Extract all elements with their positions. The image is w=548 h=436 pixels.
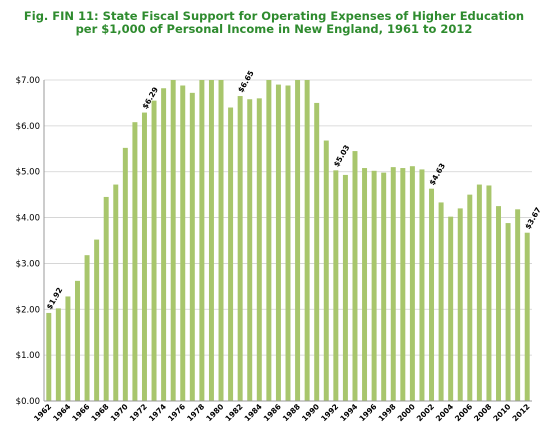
y-tick-label: $0.00 xyxy=(16,397,40,407)
bar xyxy=(314,102,320,401)
bar xyxy=(467,194,473,401)
bar xyxy=(342,174,348,401)
bar xyxy=(189,92,195,401)
bar xyxy=(515,209,521,401)
y-tick-label: $3.00 xyxy=(16,259,40,269)
bar xyxy=(505,223,511,401)
bar xyxy=(141,112,147,402)
bar xyxy=(199,80,205,401)
x-tick-label: 1970 xyxy=(109,402,130,423)
axis-layer: $0.00 $1.00 $2.00 $3.00 $4.00 $5.00 $6.00 $7.00… xyxy=(16,76,532,423)
x-tick-label: 1988 xyxy=(281,402,302,423)
bar xyxy=(409,166,415,401)
x-tick-label: 1976 xyxy=(166,402,187,423)
chart-title-line-2: per $1,000 of Personal Income in New Eng… xyxy=(75,22,473,36)
bar xyxy=(429,188,435,401)
bar xyxy=(180,85,186,401)
x-tick-label: 1968 xyxy=(89,402,110,423)
x-tick-label: 1972 xyxy=(128,402,149,423)
chart-title-line-1: Fig. FIN 11: State Fiscal Support for Op… xyxy=(23,9,525,23)
x-tick-label: 1974 xyxy=(147,402,168,423)
bar xyxy=(103,196,109,401)
bar xyxy=(362,168,368,401)
bar xyxy=(476,184,482,401)
y-tick-label: $6.00 xyxy=(16,122,40,132)
bar xyxy=(400,168,406,401)
bar xyxy=(161,88,167,402)
bar xyxy=(237,96,243,402)
y-tick-label: $2.00 xyxy=(16,305,40,315)
bar xyxy=(84,255,90,401)
bar xyxy=(75,280,80,401)
bar xyxy=(122,147,128,401)
data-label: $6.29 xyxy=(140,86,160,111)
x-tick-label: 2004 xyxy=(434,402,455,423)
x-tick-label: 1992 xyxy=(319,402,340,423)
x-tick-label: 1998 xyxy=(377,402,398,423)
x-tick-label: 1984 xyxy=(243,402,264,423)
data-label: $6.65 xyxy=(236,69,256,94)
x-tick-label: 1964 xyxy=(51,402,72,423)
bar xyxy=(304,80,310,401)
x-tick-label: 1990 xyxy=(300,402,321,423)
data-label: $5.03 xyxy=(332,143,352,168)
x-tick-label: 2012 xyxy=(511,402,532,423)
bar xyxy=(46,312,52,401)
bar xyxy=(170,80,176,401)
chart-title: Fig. FIN 11: State Fiscal Support for Op… xyxy=(0,10,548,36)
bar xyxy=(390,167,396,401)
bar xyxy=(247,99,253,401)
bar xyxy=(65,296,71,401)
bar xyxy=(151,100,157,401)
bar xyxy=(419,169,425,401)
x-tick-label: 1966 xyxy=(70,402,91,423)
bar xyxy=(55,308,61,401)
bar xyxy=(285,85,291,401)
x-tick-label: 2008 xyxy=(472,402,493,423)
bar xyxy=(275,84,281,401)
y-tick-label: $5.00 xyxy=(16,168,40,178)
bar xyxy=(218,80,224,401)
data-label: $1.92 xyxy=(45,286,65,311)
x-tick-label: 2006 xyxy=(453,402,474,423)
bar xyxy=(352,151,358,401)
bar xyxy=(256,98,262,401)
bar xyxy=(208,80,214,401)
bar xyxy=(94,239,100,401)
bar xyxy=(448,216,454,401)
data-label: $3.67 xyxy=(523,206,543,231)
y-tick-label: $1.00 xyxy=(16,351,40,361)
x-tick-label: 1996 xyxy=(357,402,378,423)
x-tick-label: 2000 xyxy=(396,402,417,423)
y-tick-label: $4.00 xyxy=(16,214,40,224)
bar xyxy=(524,232,530,401)
bar xyxy=(486,185,492,401)
bar xyxy=(496,206,501,401)
x-tick-label: 1978 xyxy=(185,402,206,423)
bar xyxy=(295,80,301,401)
bar xyxy=(323,140,329,401)
bar xyxy=(457,208,463,401)
bar xyxy=(113,184,119,401)
bar xyxy=(266,80,272,401)
bar xyxy=(371,170,377,401)
x-tick-label: 1986 xyxy=(262,402,283,423)
bar xyxy=(333,170,339,401)
bar xyxy=(381,172,387,401)
bar xyxy=(438,202,444,401)
x-tick-label: 1994 xyxy=(338,402,359,423)
bar xyxy=(132,122,138,401)
bar-layer xyxy=(46,80,530,402)
data-label: $4.63 xyxy=(427,162,447,187)
y-tick-label: $7.00 xyxy=(16,76,40,86)
bar xyxy=(228,107,234,401)
x-tick-label: 2002 xyxy=(415,402,436,423)
x-tick-label: 1982 xyxy=(223,402,244,423)
x-tick-label: 1980 xyxy=(204,402,225,423)
x-tick-label: 2010 xyxy=(491,402,512,423)
